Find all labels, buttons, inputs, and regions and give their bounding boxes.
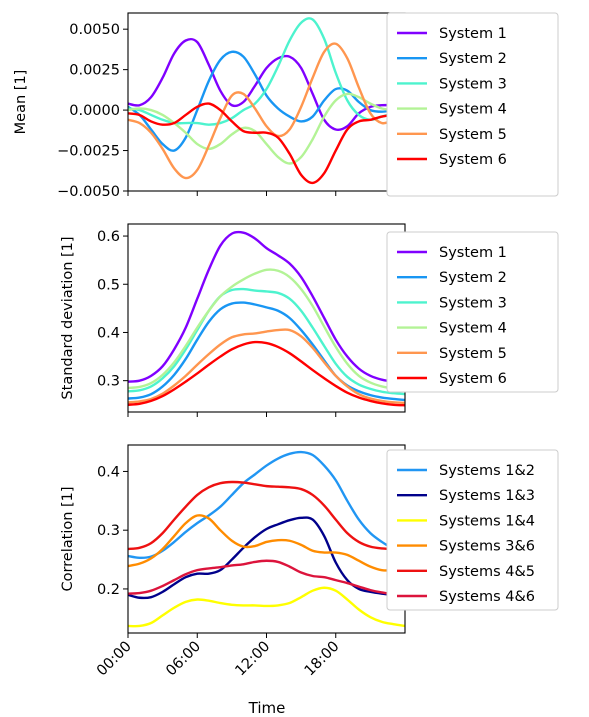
x-tick-label: 00:00 bbox=[94, 639, 135, 680]
series-line-1 bbox=[128, 37, 405, 132]
series-group bbox=[128, 17, 405, 185]
x-tick-label: 18:00 bbox=[302, 639, 343, 680]
y-tick-label: 0.0025 bbox=[69, 63, 120, 79]
legend-label-4: System 4 bbox=[439, 321, 507, 337]
legend-label-2: System 2 bbox=[439, 270, 507, 286]
y-axis-label: Correlation [1] bbox=[60, 486, 76, 591]
legend-label-2: System 2 bbox=[439, 51, 507, 67]
series-line-2 bbox=[128, 50, 405, 152]
y-tick-label: 0.6 bbox=[97, 229, 120, 245]
legend-label-4: Systems 3&6 bbox=[439, 539, 535, 555]
legend-label-4: System 4 bbox=[439, 102, 507, 118]
legend-frame bbox=[386, 449, 559, 611]
series-line-4 bbox=[128, 268, 405, 391]
legend-frame bbox=[386, 12, 559, 197]
y-tick-label: 0.5 bbox=[97, 277, 120, 293]
y-tick-label: 0.0050 bbox=[69, 22, 120, 38]
series-line-5 bbox=[128, 328, 405, 405]
legend-label-6: Systems 4&6 bbox=[439, 589, 535, 605]
legend: System 1 System 2 System 3 System 4 System 5… bbox=[386, 231, 559, 393]
panel-mean: −0.0050 −0.0025 0.0000 0.0025 0.0050 Mean [1]… bbox=[13, 12, 559, 200]
series-group bbox=[128, 230, 405, 407]
legend-label-5: System 5 bbox=[439, 127, 507, 143]
panel-corr: 0.2 0.3 0.4 00:00 06:00 12:00 18:00 Correlation… bbox=[60, 444, 559, 680]
legend-label-1: System 1 bbox=[439, 245, 507, 261]
legend-label-3: System 3 bbox=[439, 295, 507, 311]
legend: Systems 1&2 Systems 1&3 Systems 1&4 Systems… bbox=[386, 449, 559, 611]
y-tick-label: 0.3 bbox=[97, 374, 120, 390]
series-line-6 bbox=[128, 340, 405, 407]
axes-frame bbox=[127, 12, 406, 192]
legend-label-5: Systems 4&5 bbox=[439, 564, 535, 580]
y-axis-label: Standard deviation [1] bbox=[60, 236, 76, 399]
legend-frame bbox=[386, 231, 559, 393]
legend-label-2: Systems 1&3 bbox=[439, 488, 535, 504]
y-axis-label: Mean [1] bbox=[13, 70, 29, 135]
y-tick-label: 0.4 bbox=[97, 325, 120, 341]
series-line-2 bbox=[128, 301, 405, 402]
panel-std: 0.3 0.4 0.5 0.6 Standard deviation [1] System… bbox=[60, 223, 559, 417]
legend: System 1 System 2 System 3 System 4 System 5… bbox=[386, 12, 559, 197]
y-tick-label: 0.2 bbox=[97, 582, 120, 598]
series-line-3 bbox=[128, 586, 405, 628]
y-tick-label: −0.0050 bbox=[57, 184, 120, 200]
series-line-3 bbox=[128, 287, 405, 396]
series-line-1 bbox=[128, 450, 405, 560]
series-line-6 bbox=[128, 559, 405, 597]
y-tick-label: 0.3 bbox=[97, 523, 120, 539]
axes-frame bbox=[127, 223, 406, 413]
series-line-4 bbox=[128, 514, 405, 572]
series-line-5 bbox=[128, 42, 405, 180]
x-tick-label: 06:00 bbox=[163, 639, 204, 680]
legend-label-6: System 6 bbox=[439, 152, 507, 168]
legend-label-1: Systems 1&2 bbox=[439, 463, 535, 479]
y-tick-label: −0.0025 bbox=[57, 144, 120, 160]
series-line-5 bbox=[128, 480, 405, 551]
legend-label-6: System 6 bbox=[439, 371, 507, 387]
y-tick-label: 0.4 bbox=[97, 464, 120, 480]
x-axis-label: Time bbox=[248, 699, 286, 717]
legend-label-1: System 1 bbox=[439, 26, 507, 42]
series-line-6 bbox=[128, 102, 405, 185]
y-tick-label: 0.0000 bbox=[69, 103, 120, 119]
series-line-2 bbox=[128, 516, 405, 600]
series-line-1 bbox=[128, 230, 405, 384]
legend-label-5: System 5 bbox=[439, 346, 507, 362]
series-group bbox=[128, 450, 405, 628]
legend-label-3: System 3 bbox=[439, 76, 507, 92]
legend-label-3: Systems 1&4 bbox=[439, 513, 535, 529]
x-tick-label: 12:00 bbox=[232, 639, 273, 680]
